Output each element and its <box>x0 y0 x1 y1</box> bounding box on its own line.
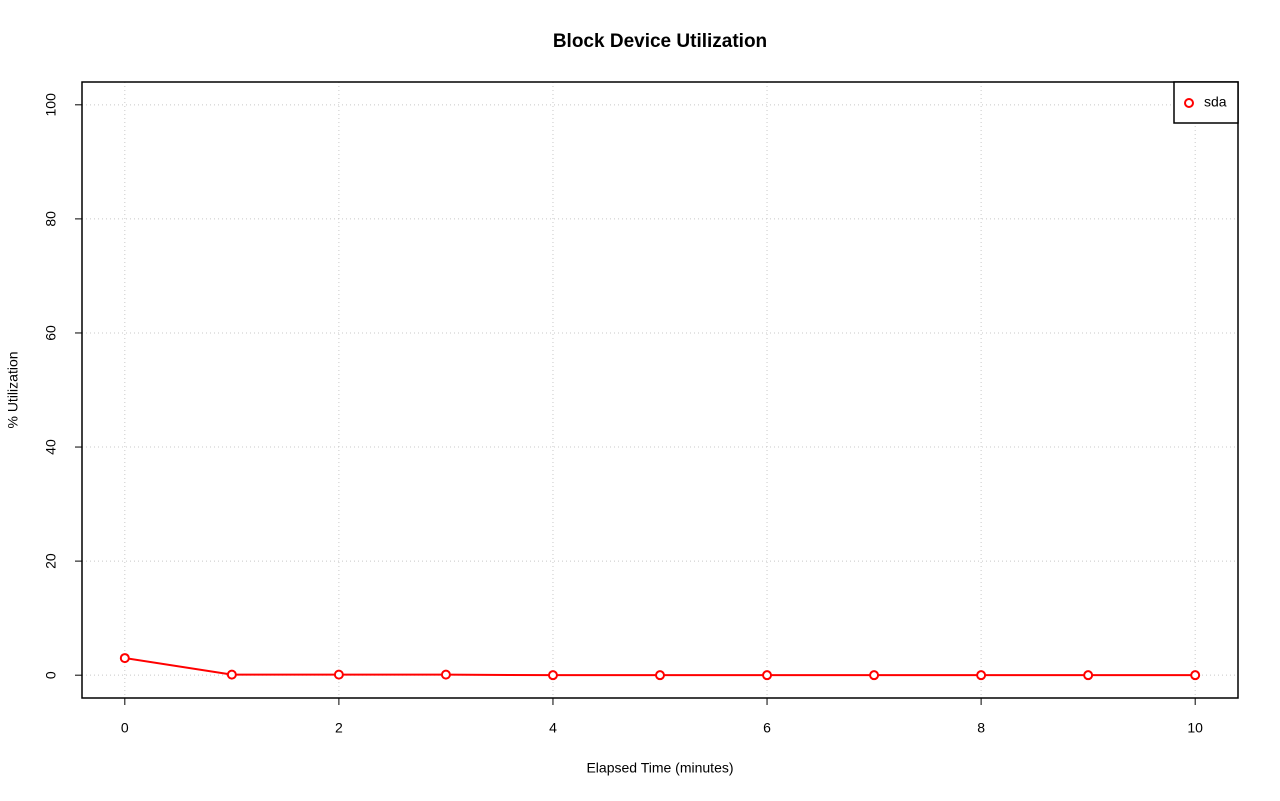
data-point <box>119 653 130 664</box>
data-point <box>1190 670 1201 681</box>
x-tick-label: 8 <box>977 720 985 736</box>
data-point <box>976 670 987 681</box>
x-tick-label: 0 <box>121 720 129 736</box>
y-tick-label: 100 <box>43 93 59 117</box>
data-point <box>869 670 880 681</box>
plot-frame <box>81 81 1239 699</box>
y-axis-label: % Utilization <box>5 351 21 428</box>
x-axis-label: Elapsed Time (minutes) <box>586 760 733 776</box>
data-point <box>762 670 773 681</box>
y-tick-label: 80 <box>43 211 59 227</box>
x-tick-label: 6 <box>763 720 771 736</box>
y-tick-label: 40 <box>43 439 59 455</box>
data-point <box>333 669 344 680</box>
x-tick-label: 2 <box>335 720 343 736</box>
y-tick-label: 20 <box>43 553 59 569</box>
x-tick-label: 10 <box>1187 720 1203 736</box>
data-point <box>655 670 665 681</box>
data-point <box>1083 670 1094 681</box>
x-tick-label: 4 <box>549 720 557 736</box>
chart-title: Block Device Utilization <box>553 31 767 52</box>
legend-label: sda <box>1204 94 1227 110</box>
data-point <box>547 670 558 681</box>
data-point <box>226 669 237 680</box>
y-tick-label: 0 <box>43 671 59 679</box>
y-tick-label: 60 <box>43 325 59 341</box>
data-point <box>440 669 451 680</box>
legend-marker <box>1184 98 1194 108</box>
